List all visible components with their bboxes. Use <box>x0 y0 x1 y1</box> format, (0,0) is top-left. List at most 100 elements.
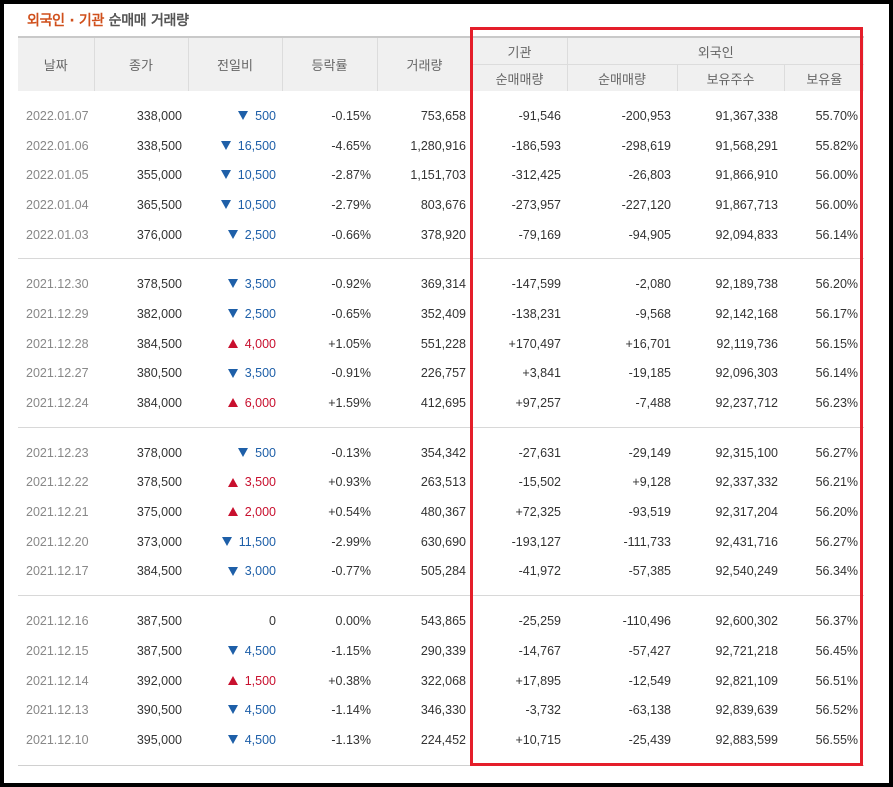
header-holdings: 보유주수 <box>676 64 784 91</box>
cell-volume: 226,757 <box>420 366 466 381</box>
cell-close: 384,000 <box>136 396 182 411</box>
cell-rate: -0.13% <box>331 445 371 460</box>
cell-foreign-net: -57,427 <box>628 643 671 658</box>
row-spacer <box>18 754 865 766</box>
row-spacer <box>18 586 865 597</box>
triangle-down-icon <box>220 140 231 150</box>
table-row: 2022.01.03 376,000 2,500 -0.66% 378,920 -79,1… <box>18 220 864 250</box>
cell-ratio: 56.00% <box>815 197 859 212</box>
cell-change: 4,500 <box>188 725 282 755</box>
cell-holdings: 92,431,716 <box>715 534 778 549</box>
change-value: 4,000 <box>244 336 276 351</box>
header-institution-group: 기관 <box>471 36 567 65</box>
cell-volume: 224,452 <box>420 732 466 747</box>
table-row: 2021.12.28 384,500 4,000 +1.05% 551,228 +170,… <box>18 329 864 359</box>
cell-change: 1,500 <box>188 666 282 696</box>
triangle-down-icon <box>227 566 238 576</box>
cell-rate: -0.77% <box>331 564 371 579</box>
cell-date: 2021.12.16 <box>26 614 89 629</box>
cell-change: 6,000 <box>188 388 282 418</box>
spacer-cell <box>18 259 864 270</box>
cell-change: 4,000 <box>188 329 282 359</box>
cell-inst-net: -312,425 <box>511 168 561 183</box>
cell-inst-net: -27,631 <box>518 445 561 460</box>
cell-holdings: 92,721,218 <box>715 643 778 658</box>
cell-ratio: 56.27% <box>815 445 859 460</box>
cell-foreign-net: -7,488 <box>635 396 671 411</box>
cell-foreign-net: -94,905 <box>628 227 671 242</box>
cell-close: 338,000 <box>136 108 182 123</box>
cell-close: 375,000 <box>136 505 182 520</box>
cell-foreign-net: -111,733 <box>623 534 672 549</box>
cell-rate: -1.13% <box>331 732 371 747</box>
cell-date: 2021.12.14 <box>26 673 89 688</box>
table-row: 2022.01.04 365,500 10,500 -2.79% 803,676 -273… <box>18 190 864 220</box>
header-date: 날짜 <box>18 36 94 91</box>
header-change: 전일비 <box>187 36 282 91</box>
cell-rate: -0.65% <box>331 306 371 321</box>
cell-ratio: 55.82% <box>815 138 859 153</box>
cell-rate: -0.66% <box>331 227 371 242</box>
table-row: 2021.12.22 378,500 3,500 +0.93% 263,513 -15,5… <box>18 468 864 498</box>
cell-inst-net: -15,502 <box>518 475 561 490</box>
cell-inst-net: -91,546 <box>518 108 561 123</box>
cell-date: 2021.12.27 <box>26 366 89 381</box>
cell-rate: -1.15% <box>331 643 371 658</box>
cell-date: 2022.01.04 <box>26 197 89 212</box>
cell-inst-net: -273,957 <box>511 197 561 212</box>
cell-change: 4,500 <box>188 695 282 725</box>
cell-foreign-net: -29,149 <box>628 445 671 460</box>
triangle-down-icon <box>227 309 238 319</box>
change-value: 16,500 <box>237 138 276 153</box>
table-row: 2021.12.29 382,000 2,500 -0.65% 352,409 -138,… <box>18 299 864 329</box>
cell-close: 378,000 <box>136 445 182 460</box>
change-value: 4,500 <box>244 643 276 658</box>
cell-ratio: 56.55% <box>815 732 859 747</box>
cell-holdings: 91,867,713 <box>715 197 778 212</box>
cell-volume: 378,920 <box>420 227 466 242</box>
cell-volume: 322,068 <box>420 673 466 688</box>
cell-holdings: 91,367,338 <box>715 108 778 123</box>
triangle-up-icon <box>227 477 238 487</box>
cell-change: 4,500 <box>188 636 282 666</box>
row-spacer <box>18 249 865 260</box>
spacer-cell <box>18 91 864 101</box>
header-inst-net: 순매매량 <box>471 64 567 91</box>
spacer-cell <box>18 417 865 428</box>
cell-date: 2022.01.06 <box>26 138 89 153</box>
cell-date: 2021.12.13 <box>26 703 89 718</box>
cell-close: 355,000 <box>136 168 182 183</box>
cell-volume: 543,865 <box>420 614 466 629</box>
cell-ratio: 56.20% <box>815 277 859 292</box>
content-frame <box>4 4 889 783</box>
cell-holdings: 92,237,712 <box>715 396 778 411</box>
cell-volume: 369,314 <box>420 277 466 292</box>
cell-inst-net: +3,841 <box>522 366 561 381</box>
cell-ratio: 56.51% <box>815 673 859 688</box>
cell-close: 384,500 <box>136 336 182 351</box>
cell-volume: 1,280,916 <box>410 138 466 153</box>
cell-inst-net: -193,127 <box>511 534 561 549</box>
cell-volume: 551,228 <box>420 336 466 351</box>
triangle-down-icon <box>227 705 238 715</box>
cell-close: 387,500 <box>136 614 182 629</box>
triangle-down-icon <box>238 111 249 121</box>
cell-close: 365,500 <box>136 197 182 212</box>
header-foreign-net: 순매매량 <box>566 64 677 91</box>
cell-inst-net: +72,325 <box>515 505 561 520</box>
cell-holdings: 92,094,833 <box>715 227 778 242</box>
cell-holdings: 92,883,599 <box>715 732 778 747</box>
spacer-cell <box>18 427 864 438</box>
row-spacer <box>18 427 864 438</box>
cell-date: 2021.12.24 <box>26 396 89 411</box>
cell-date: 2021.12.30 <box>26 277 89 292</box>
cell-holdings: 92,821,109 <box>715 673 778 688</box>
cell-foreign-net: -93,519 <box>628 505 671 520</box>
cell-ratio: 56.21% <box>815 475 859 490</box>
cell-inst-net: -79,169 <box>518 227 561 242</box>
table-row: 2021.12.21 375,000 2,000 +0.54% 480,367 +72,3… <box>18 497 864 527</box>
cell-ratio: 56.20% <box>815 505 859 520</box>
cell-rate: -2.79% <box>331 197 371 212</box>
change-value: 4,500 <box>244 703 276 718</box>
cell-change: 3,000 <box>188 557 282 587</box>
